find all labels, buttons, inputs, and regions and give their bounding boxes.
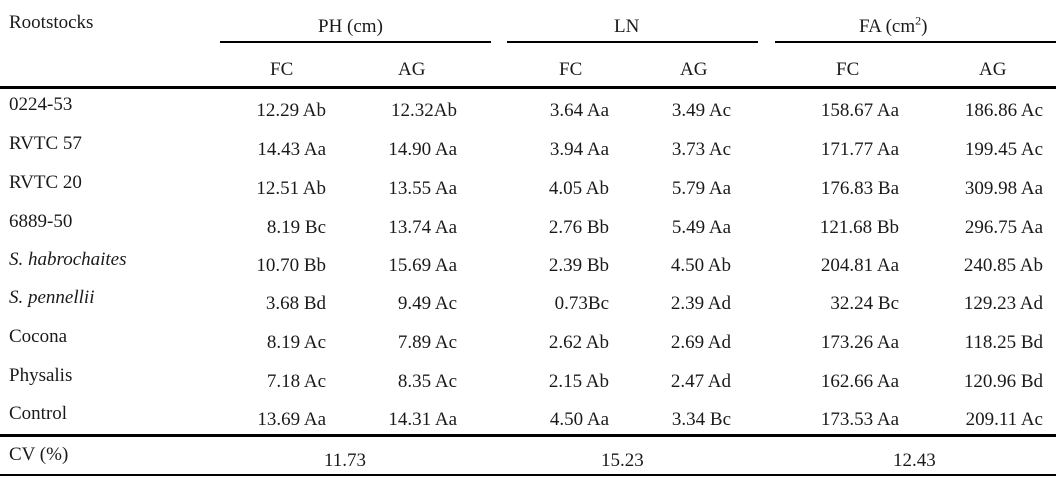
cell-fa-ag: 186.86 Ac xyxy=(964,100,1043,121)
cell-ph-ag: 14.31 Aa xyxy=(388,409,457,430)
cell-ph-fc: 3.68 Bd xyxy=(265,293,326,314)
cell-fa-fc: 121.68 Bb xyxy=(819,217,899,238)
cell-fa-ag: 209.11 Ac xyxy=(965,409,1043,430)
cell-fa-ag: 118.25 Bd xyxy=(964,332,1043,353)
subheader-ph-fc: FC xyxy=(270,59,294,80)
header-bottom-rule xyxy=(0,86,1056,89)
cell-ln-ag: 3.34 Bc xyxy=(671,409,731,430)
cell-ph-ag: 15.69 Aa xyxy=(388,255,457,276)
cell-ln-ag: 2.69 Ad xyxy=(670,332,731,353)
cell-fa-ag: 309.98 Aa xyxy=(964,178,1043,199)
rootstock-name: Cocona xyxy=(9,326,68,347)
cv-value-fa: 12.43 xyxy=(893,450,936,471)
cell-ln-ag: 5.49 Aa xyxy=(671,217,731,238)
cv-value-ln: 15.23 xyxy=(601,450,644,471)
group-rule-ph xyxy=(220,41,491,43)
cell-ph-ag: 7.89 Ac xyxy=(397,332,457,353)
cell-fa-fc: 32.24 Bc xyxy=(830,293,899,314)
subheader-ln-fc: FC xyxy=(559,59,583,80)
cell-ph-fc: 14.43 Aa xyxy=(257,139,326,160)
cell-ph-ag: 13.74 Aa xyxy=(388,217,457,238)
cell-ln-fc: 4.05 Ab xyxy=(548,178,609,199)
cell-ph-ag: 9.49 Ac xyxy=(397,293,457,314)
rootstock-name: RVTC 20 xyxy=(9,172,82,193)
rootstocks-header: Rootstocks xyxy=(9,12,94,33)
cell-ln-ag: 2.47 Ad xyxy=(670,371,731,392)
cell-ln-ag: 3.49 Ac xyxy=(671,100,731,121)
cell-fa-fc: 173.26 Aa xyxy=(820,332,899,353)
cell-ph-ag: 14.90 Aa xyxy=(388,139,457,160)
cell-ln-fc: 4.50 Aa xyxy=(549,409,609,430)
cell-fa-fc: 162.66 Aa xyxy=(820,371,899,392)
subheader-fa-fc: FC xyxy=(836,59,860,80)
subheader-ln-ag: AG xyxy=(680,59,708,80)
cell-ln-ag: 4.50 Ab xyxy=(670,255,731,276)
cv-label: CV (%) xyxy=(9,444,69,465)
cell-ph-ag: 8.35 Ac xyxy=(397,371,457,392)
cell-ph-fc: 13.69 Aa xyxy=(257,409,326,430)
cell-ln-fc: 2.76 Bb xyxy=(548,217,609,238)
rootstock-name: Control xyxy=(9,403,68,424)
cell-ln-ag: 3.73 Ac xyxy=(671,139,731,160)
cell-ln-ag: 5.79 Aa xyxy=(671,178,731,199)
rootstock-name: RVTC 57 xyxy=(9,133,82,154)
cell-fa-ag: 129.23 Ad xyxy=(963,293,1043,314)
cell-fa-fc: 176.83 Ba xyxy=(820,178,899,199)
cell-fa-fc: 158.67 Aa xyxy=(820,100,899,121)
cell-ph-fc: 7.18 Ac xyxy=(266,371,326,392)
cell-ph-fc: 8.19 Ac xyxy=(266,332,326,353)
cell-ln-fc: 3.64 Aa xyxy=(549,100,609,121)
cell-ln-fc: 3.94 Aa xyxy=(549,139,609,160)
cell-fa-ag: 296.75 Aa xyxy=(964,217,1043,238)
group-header-ph: PH (cm) xyxy=(318,16,383,37)
rootstock-name: 6889-50 xyxy=(9,211,73,232)
rootstock-name: S. habrochaites xyxy=(9,249,127,270)
cell-ph-ag: 12.32Ab xyxy=(391,100,457,121)
group-header-ln: LN xyxy=(614,16,640,37)
cell-ph-fc: 8.19 Bc xyxy=(266,217,326,238)
rootstock-name: S. pennellii xyxy=(9,287,95,308)
cell-fa-fc: 171.77 Aa xyxy=(820,139,899,160)
cell-ln-fc: 0.73Bc xyxy=(554,293,609,314)
cell-fa-fc: 204.81 Aa xyxy=(820,255,899,276)
cell-ph-fc: 12.51 Ab xyxy=(256,178,326,199)
cell-ph-fc: 12.29 Ab xyxy=(256,100,326,121)
cell-fa-ag: 240.85 Ab xyxy=(963,255,1043,276)
group-header-fa: FA (cm2) xyxy=(859,13,928,37)
cell-fa-fc: 173.53 Aa xyxy=(820,409,899,430)
cell-ln-fc: 2.39 Bb xyxy=(548,255,609,276)
cv-value-ph: 11.73 xyxy=(324,450,367,471)
cell-fa-ag: 199.45 Ac xyxy=(964,139,1043,160)
cell-ln-ag: 2.39 Ad xyxy=(670,293,731,314)
table-bottom-rule xyxy=(0,474,1056,476)
subheader-fa-ag: AG xyxy=(979,59,1007,80)
cell-fa-ag: 120.96 Bd xyxy=(963,371,1043,392)
cell-ln-fc: 2.15 Ab xyxy=(548,371,609,392)
rootstock-name: 0224-53 xyxy=(9,94,73,115)
rootstock-name: Physalis xyxy=(9,365,73,386)
cell-ph-fc: 10.70 Bb xyxy=(256,255,326,276)
cell-ln-fc: 2.62 Ab xyxy=(548,332,609,353)
group-rule-fa xyxy=(775,41,1056,43)
cell-ph-ag: 13.55 Aa xyxy=(388,178,457,199)
group-rule-ln xyxy=(507,41,758,43)
cv-top-rule xyxy=(0,434,1056,437)
subheader-ph-ag: AG xyxy=(398,59,426,80)
